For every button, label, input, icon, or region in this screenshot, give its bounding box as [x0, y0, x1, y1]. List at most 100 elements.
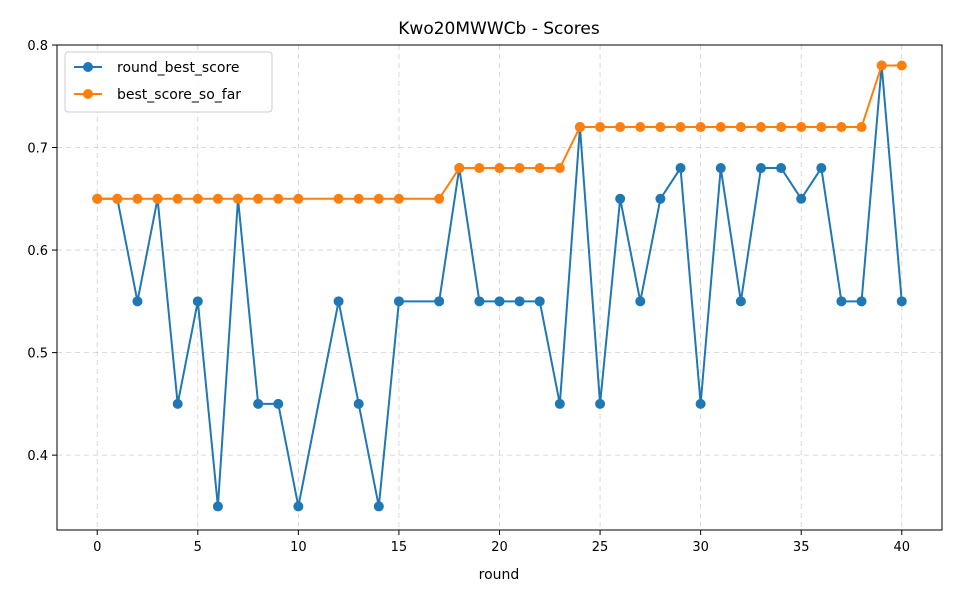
data-point — [534, 296, 545, 307]
y-tick-label: 0.4 — [27, 449, 48, 464]
y-tick-label: 0.7 — [27, 142, 48, 157]
x-tick-label: 30 — [692, 540, 709, 555]
data-point — [253, 398, 264, 409]
data-point — [635, 122, 646, 133]
legend-box — [64, 51, 273, 113]
data-point — [454, 163, 465, 174]
data-point — [494, 296, 505, 307]
data-point — [876, 60, 887, 71]
y-tick-label: 0.8 — [27, 39, 48, 54]
grid — [57, 44, 942, 530]
series-layer — [92, 60, 907, 512]
chart-title: Kwo20MWWCb - Scores — [398, 19, 600, 39]
data-point — [574, 122, 585, 133]
data-point — [494, 163, 505, 174]
data-point — [595, 398, 606, 409]
data-point — [152, 193, 163, 204]
legend-item: round_best_score — [74, 60, 240, 76]
x-tick-label: 35 — [793, 540, 810, 555]
data-point — [776, 163, 787, 174]
data-point — [655, 122, 666, 133]
data-point — [816, 163, 827, 174]
x-tick-label: 40 — [893, 540, 910, 555]
legend: round_best_score best_score_so_far — [64, 51, 273, 113]
data-point — [615, 122, 626, 133]
data-point — [353, 193, 364, 204]
data-point — [554, 163, 565, 174]
x-axis-label: round — [479, 567, 520, 583]
data-point — [132, 193, 143, 204]
legend-marker — [83, 89, 93, 99]
data-point — [373, 501, 384, 512]
data-point — [373, 193, 384, 204]
data-point — [695, 398, 706, 409]
x-tick-label: 15 — [391, 540, 408, 555]
data-point — [393, 193, 404, 204]
data-point — [514, 296, 525, 307]
data-point — [695, 122, 706, 133]
data-point — [172, 193, 183, 204]
data-point — [615, 193, 626, 204]
data-point — [896, 60, 907, 71]
data-point — [735, 296, 746, 307]
data-point — [333, 296, 344, 307]
x-tick-label: 0 — [93, 540, 101, 555]
data-point — [755, 122, 766, 133]
data-point — [554, 398, 565, 409]
data-point — [393, 296, 404, 307]
data-point — [796, 122, 807, 133]
data-point — [635, 296, 646, 307]
legend-marker — [83, 62, 93, 72]
data-point — [192, 296, 203, 307]
legend-label: round_best_score — [117, 60, 240, 76]
data-point — [132, 296, 143, 307]
data-point — [796, 193, 807, 204]
data-point — [172, 398, 183, 409]
data-point — [856, 122, 867, 133]
x-tick-label: 5 — [194, 540, 202, 555]
data-point — [755, 163, 766, 174]
data-point — [92, 193, 103, 204]
y-tick-label: 0.5 — [27, 347, 48, 362]
data-point — [293, 501, 304, 512]
data-point — [534, 163, 545, 174]
data-point — [715, 122, 726, 133]
data-point — [273, 398, 284, 409]
legend-label: best_score_so_far — [117, 87, 241, 103]
axis-ticks: 0 5 10 15 20 25 30 35 40 0.4 0.5 0.6 0.7 0.8 — [27, 39, 910, 555]
x-tick-label: 20 — [491, 540, 508, 555]
series-best_score_so_far — [92, 60, 907, 204]
data-point — [353, 398, 364, 409]
data-point — [434, 193, 445, 204]
data-point — [836, 122, 847, 133]
data-point — [212, 501, 223, 512]
data-point — [675, 122, 686, 133]
data-point — [856, 296, 867, 307]
data-point — [675, 163, 686, 174]
data-point — [273, 193, 284, 204]
data-point — [112, 193, 123, 204]
data-point — [655, 193, 666, 204]
data-point — [836, 296, 847, 307]
legend-item: best_score_so_far — [74, 87, 241, 103]
data-point — [474, 296, 485, 307]
x-tick-label: 10 — [290, 540, 307, 555]
data-point — [434, 296, 445, 307]
y-tick-label: 0.6 — [27, 244, 48, 259]
data-point — [192, 193, 203, 204]
data-point — [253, 193, 264, 204]
data-point — [212, 193, 223, 204]
data-point — [333, 193, 344, 204]
data-point — [474, 163, 485, 174]
data-point — [595, 122, 606, 133]
data-point — [293, 193, 304, 204]
data-point — [735, 122, 746, 133]
x-tick-label: 25 — [592, 540, 609, 555]
data-point — [896, 296, 907, 307]
data-point — [233, 193, 244, 204]
data-point — [816, 122, 827, 133]
data-point — [715, 163, 726, 174]
data-point — [514, 163, 525, 174]
data-point — [776, 122, 787, 133]
